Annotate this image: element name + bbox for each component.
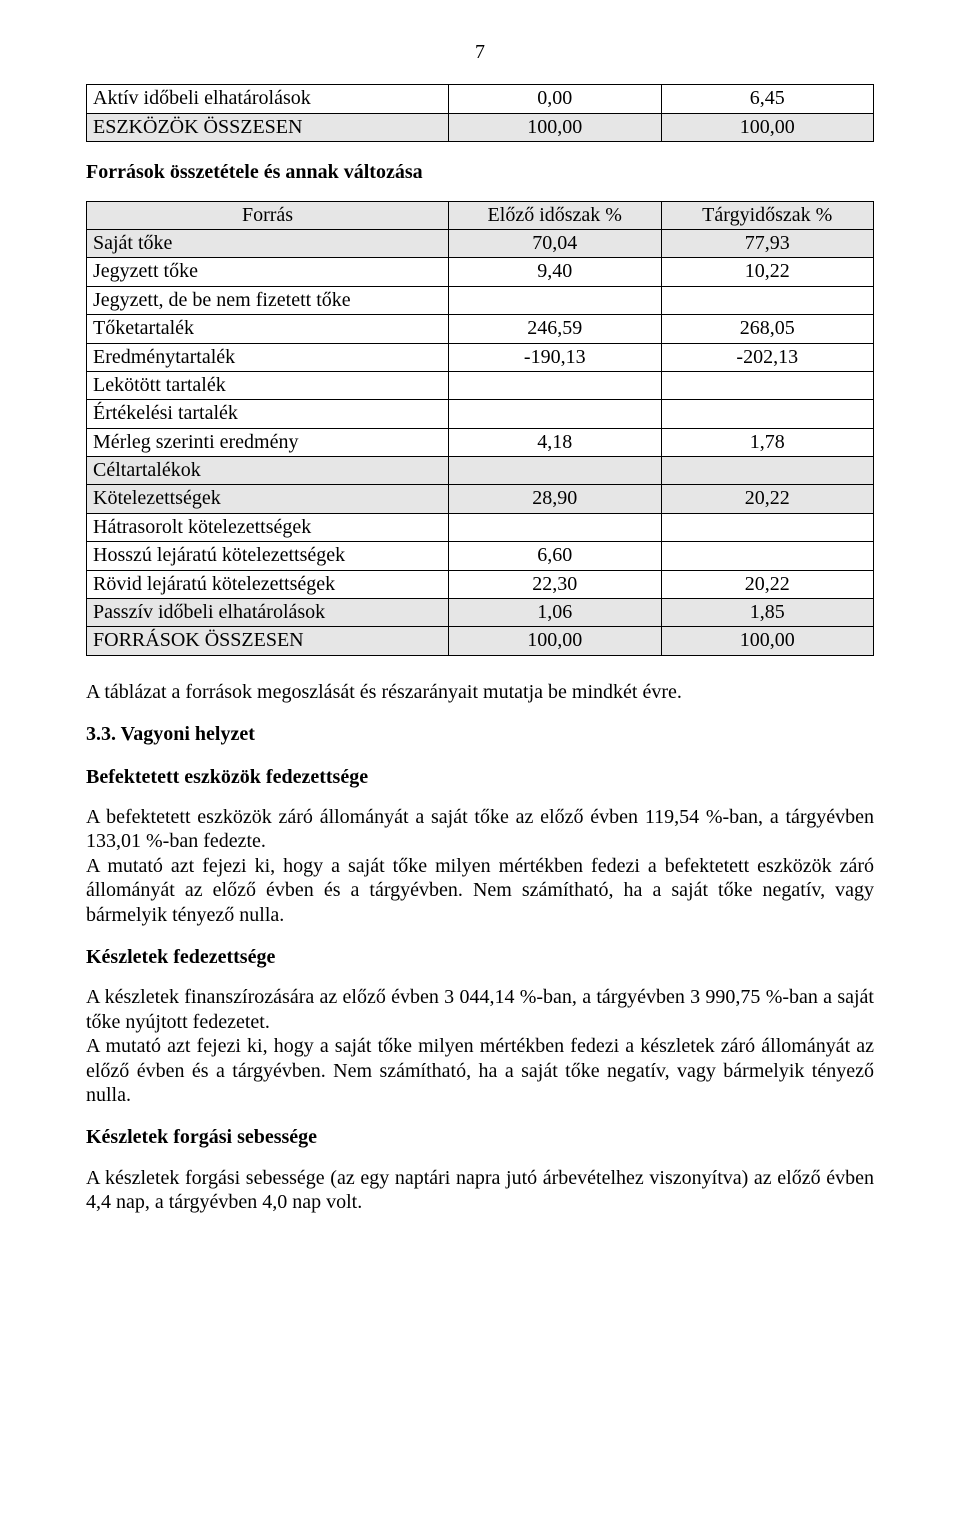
cell-value: 1,78 (661, 428, 874, 456)
table-row: FORRÁSOK ÖSSZESEN100,00100,00 (87, 627, 874, 655)
cell-value: 100,00 (449, 627, 661, 655)
text: A mutató azt fejezi ki, hogy a saját tők… (86, 1035, 874, 1106)
cell-label: Eredménytartalék (87, 343, 449, 371)
table-row: Passzív időbeli elhatárolások1,061,85 (87, 599, 874, 627)
paragraph: A táblázat a források megoszlását és rés… (86, 680, 874, 704)
cell-value: 4,18 (449, 428, 661, 456)
cell-value (449, 286, 661, 314)
cell-label: Jegyzett, de be nem fizetett tőke (87, 286, 449, 314)
cell-label: Lekötött tartalék (87, 371, 449, 399)
table-row: Hátrasorolt kötelezettségek (87, 513, 874, 541)
cell-value: 1,06 (449, 599, 661, 627)
subsection-heading: Készletek fedezettsége (86, 945, 874, 969)
cell-value (661, 371, 874, 399)
paragraph: A befektetett eszközök záró állományát a… (86, 805, 874, 927)
assets-summary-table: Aktív időbeli elhatárolások 0,00 6,45 ES… (86, 84, 874, 142)
cell-value: 100,00 (449, 113, 661, 141)
cell-label: Jegyzett tőke (87, 258, 449, 286)
table-header-row: Forrás Előző időszak % Tárgyidőszak % (87, 201, 874, 229)
cell-value (449, 457, 661, 485)
cell-value: 28,90 (449, 485, 661, 513)
header-cell: Tárgyidőszak % (661, 201, 874, 229)
cell-value (661, 457, 874, 485)
cell-value: 100,00 (661, 113, 874, 141)
text: A mutató azt fejezi ki, hogy a saját tők… (86, 855, 874, 926)
paragraph: A készletek forgási sebessége (az egy na… (86, 1166, 874, 1215)
cell-value (449, 513, 661, 541)
cell-value: 6,60 (449, 542, 661, 570)
table-row: Kötelezettségek28,9020,22 (87, 485, 874, 513)
cell-label: Tőketartalék (87, 315, 449, 343)
cell-value: -190,13 (449, 343, 661, 371)
sources-table: Forrás Előző időszak % Tárgyidőszak % Sa… (86, 201, 874, 656)
cell-label: Kötelezettségek (87, 485, 449, 513)
cell-value: -202,13 (661, 343, 874, 371)
cell-value: 70,04 (449, 229, 661, 257)
cell-label: Saját tőke (87, 229, 449, 257)
cell-value: 6,45 (661, 85, 874, 113)
cell-value: 246,59 (449, 315, 661, 343)
table-row: Mérleg szerinti eredmény4,181,78 (87, 428, 874, 456)
cell-value: 77,93 (661, 229, 874, 257)
cell-value: 9,40 (449, 258, 661, 286)
cell-label: Aktív időbeli elhatárolások (87, 85, 449, 113)
cell-label: Céltartalékok (87, 457, 449, 485)
cell-value: 1,85 (661, 599, 874, 627)
cell-value (449, 400, 661, 428)
cell-value: 20,22 (661, 570, 874, 598)
table-row: Céltartalékok (87, 457, 874, 485)
cell-value (661, 542, 874, 570)
table-row: Rövid lejáratú kötelezettségek22,3020,22 (87, 570, 874, 598)
cell-label: Értékelési tartalék (87, 400, 449, 428)
cell-label: ESZKÖZÖK ÖSSZESEN (87, 113, 449, 141)
cell-label: Hosszú lejáratú kötelezettségek (87, 542, 449, 570)
text: A befektetett eszközök záró állományát a… (86, 806, 874, 852)
page-number: 7 (86, 40, 874, 64)
table-row: Jegyzett, de be nem fizetett tőke (87, 286, 874, 314)
cell-label: FORRÁSOK ÖSSZESEN (87, 627, 449, 655)
cell-label: Mérleg szerinti eredmény (87, 428, 449, 456)
subsection-heading: Készletek forgási sebessége (86, 1125, 874, 1149)
section-heading: Források összetétele és annak változása (86, 160, 874, 184)
table-row: ESZKÖZÖK ÖSSZESEN 100,00 100,00 (87, 113, 874, 141)
text: A készletek finanszírozására az előző év… (86, 986, 874, 1032)
cell-value: 268,05 (661, 315, 874, 343)
cell-value (661, 400, 874, 428)
table-row: Saját tőke70,0477,93 (87, 229, 874, 257)
cell-label: Passzív időbeli elhatárolások (87, 599, 449, 627)
cell-label: Rövid lejáratú kötelezettségek (87, 570, 449, 598)
cell-value (449, 371, 661, 399)
section-heading: 3.3. Vagyoni helyzet (86, 722, 874, 746)
subsection-heading: Befektetett eszközök fedezettsége (86, 765, 874, 789)
table-row: Hosszú lejáratú kötelezettségek6,60 (87, 542, 874, 570)
table-row: Értékelési tartalék (87, 400, 874, 428)
cell-value (661, 513, 874, 541)
paragraph: A készletek finanszírozására az előző év… (86, 985, 874, 1107)
header-cell: Forrás (87, 201, 449, 229)
cell-value: 20,22 (661, 485, 874, 513)
table-row: Lekötött tartalék (87, 371, 874, 399)
table-row: Eredménytartalék-190,13-202,13 (87, 343, 874, 371)
table-row: Aktív időbeli elhatárolások 0,00 6,45 (87, 85, 874, 113)
header-cell: Előző időszak % (449, 201, 661, 229)
cell-value: 100,00 (661, 627, 874, 655)
cell-value: 0,00 (449, 85, 661, 113)
cell-value (661, 286, 874, 314)
cell-value: 10,22 (661, 258, 874, 286)
cell-label: Hátrasorolt kötelezettségek (87, 513, 449, 541)
table-row: Jegyzett tőke9,4010,22 (87, 258, 874, 286)
table-row: Tőketartalék246,59268,05 (87, 315, 874, 343)
cell-value: 22,30 (449, 570, 661, 598)
document-page: 7 Aktív időbeli elhatárolások 0,00 6,45 … (0, 0, 960, 1514)
